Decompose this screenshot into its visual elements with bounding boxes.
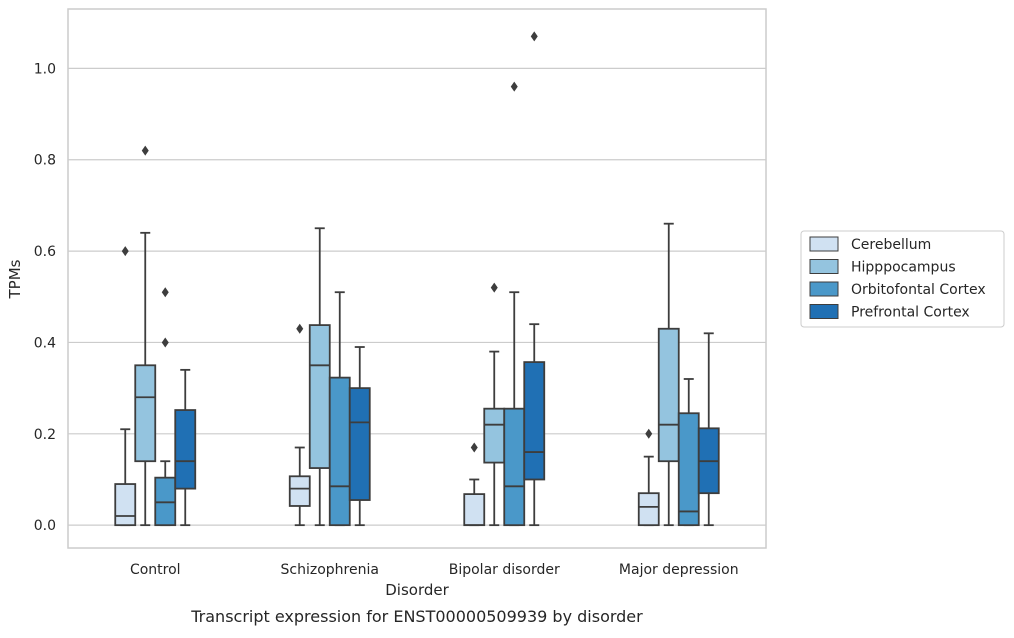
legend-swatch — [809, 304, 839, 319]
box-group — [174, 368, 197, 527]
box — [348, 387, 371, 501]
outlier-point — [121, 246, 129, 257]
plot-frame — [67, 8, 767, 549]
box — [657, 327, 680, 463]
y-tick-label: 0.8 — [34, 153, 56, 169]
outlier-point — [296, 323, 304, 334]
box — [134, 364, 157, 463]
y-tick-label: 0.6 — [34, 244, 56, 260]
x-tick-label: Major depression — [619, 562, 739, 578]
outlier-point — [510, 81, 518, 92]
y-tick-label: 0.2 — [34, 427, 56, 443]
box — [114, 483, 137, 527]
plot-background — [68, 9, 766, 548]
outlier-point — [490, 282, 498, 293]
box-group — [114, 246, 137, 527]
outlier-point — [161, 287, 169, 298]
box-group — [154, 287, 177, 527]
box — [463, 493, 486, 527]
legend-item: Cerebellum — [809, 236, 931, 253]
legend-item: Prefrontal Cortex — [809, 304, 970, 321]
box-group — [657, 222, 680, 527]
x-tick-label: Bipolar disorder — [449, 562, 560, 578]
chart-caption: Transcript expression for ENST0000050993… — [190, 607, 643, 626]
box-group — [503, 81, 526, 527]
box-group — [697, 332, 720, 527]
y-axis-ticks: 0.0 0.2 0.4 0.6 0.8 1.0 — [34, 61, 56, 534]
legend-item: Orbitofontal Cortex — [809, 281, 986, 298]
box — [174, 409, 197, 490]
x-tick-label: Schizophrenia — [281, 562, 379, 578]
legend-label: Orbitofontal Cortex — [851, 282, 986, 298]
box — [677, 412, 700, 527]
x-axis-title: Disorder — [385, 581, 449, 599]
box-group — [637, 428, 660, 527]
box-group — [288, 323, 311, 527]
box-group — [348, 346, 371, 527]
box-group — [134, 145, 157, 527]
box-groups — [114, 31, 720, 527]
box — [523, 361, 546, 481]
outlier-point — [470, 442, 478, 453]
legend-label: Prefrontal Cortex — [851, 305, 970, 321]
x-axis-ticks: Control Schizophrenia Bipolar disorder Majo… — [130, 562, 739, 578]
legend-swatch — [809, 281, 839, 297]
box — [503, 407, 526, 527]
legend: Cerebellum Hipppocampus Orbitofontal Corte… — [800, 230, 1005, 328]
outlier-point — [141, 145, 149, 156]
legend-label: Hipppocampus — [851, 260, 956, 276]
outlier-point — [530, 31, 538, 42]
y-tick-label: 0.4 — [34, 335, 56, 351]
outlier-point — [161, 337, 169, 348]
box — [308, 324, 331, 469]
box-group — [523, 31, 546, 527]
box — [328, 376, 351, 527]
legend-frame — [800, 230, 1005, 328]
y-axis-title: TPMs — [6, 259, 24, 299]
x-tick-label: Control — [130, 562, 181, 578]
y-tick-label: 1.0 — [34, 61, 56, 77]
y-tick-label: 0.0 — [34, 518, 56, 534]
outlier-point — [645, 428, 653, 439]
box — [288, 475, 311, 507]
legend-swatch — [809, 259, 839, 274]
legend-label: Cerebellum — [851, 237, 931, 253]
box — [637, 492, 660, 527]
legend-item: Hipppocampus — [809, 259, 956, 276]
legend-swatch — [809, 236, 839, 252]
legend-items: Cerebellum Hipppocampus Orbitofontal Corte… — [809, 236, 986, 321]
box-group — [463, 442, 486, 527]
box — [483, 407, 506, 464]
box — [154, 476, 177, 527]
